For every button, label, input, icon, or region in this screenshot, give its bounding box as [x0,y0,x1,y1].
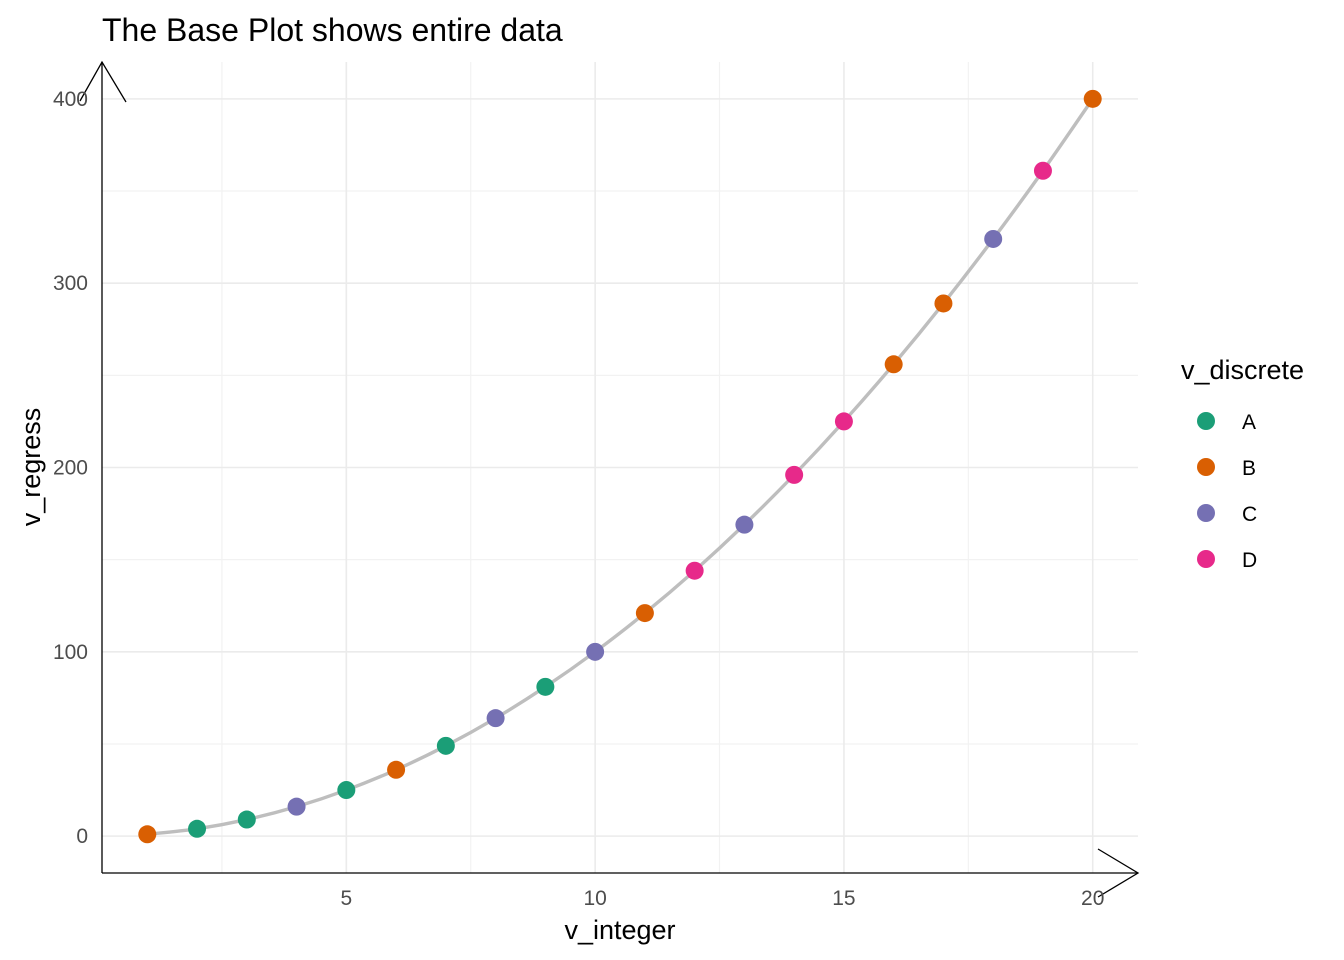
y-tick-label: 100 [53,641,88,664]
x-axis-label: v_integer [564,915,675,945]
x-tick-labels: 5 10 15 20 [340,887,1104,910]
data-point [387,760,406,779]
x-tick-label: 20 [1081,887,1104,910]
data-point [586,642,605,661]
y-axis-label: v_regress [16,408,46,527]
legend-label-c: C [1242,503,1257,526]
data-point [1033,161,1052,180]
x-axis-arrow-icon [1097,848,1140,898]
data-point [785,465,804,484]
data-point [486,709,505,728]
x-tick-label: 15 [832,887,855,910]
axes [79,60,1140,898]
legend-key-d [1197,550,1215,568]
smooth-line [147,97,1095,836]
data-point [735,515,754,534]
y-tick-label: 300 [53,272,88,295]
data-point [337,781,356,800]
minor-gridlines [102,62,1138,873]
data-point [884,355,903,374]
y-tick-labels: 0 100 200 300 400 [53,88,88,848]
data-point [188,819,207,838]
data-point [287,797,306,816]
major-gridlines [102,62,1138,873]
legend-key-a [1197,412,1215,430]
legend-label-a: A [1242,411,1256,434]
data-point [536,677,555,696]
legend-label-d: D [1242,549,1257,572]
legend-label-b: B [1242,457,1256,480]
x-tick-label: 5 [340,887,352,910]
legend-key-b [1197,458,1215,476]
data-point [685,561,704,580]
y-axis-arrow-icon [79,60,127,103]
y-tick-label: 0 [76,825,88,848]
y-tick-label: 200 [53,457,88,480]
data-point [436,736,455,755]
legend-key-c [1197,504,1215,522]
data-point [1083,89,1102,108]
x-tick-label: 10 [583,887,606,910]
data-point [237,810,256,829]
data-point [834,412,853,431]
data-point [984,229,1003,248]
chart-title: The Base Plot shows entire data [102,12,563,48]
data-point [635,604,654,623]
data-points [138,89,1102,844]
y-tick-label: 400 [53,88,88,111]
data-point [138,825,157,844]
data-point [934,294,953,313]
legend-title: v_discrete [1181,355,1304,385]
